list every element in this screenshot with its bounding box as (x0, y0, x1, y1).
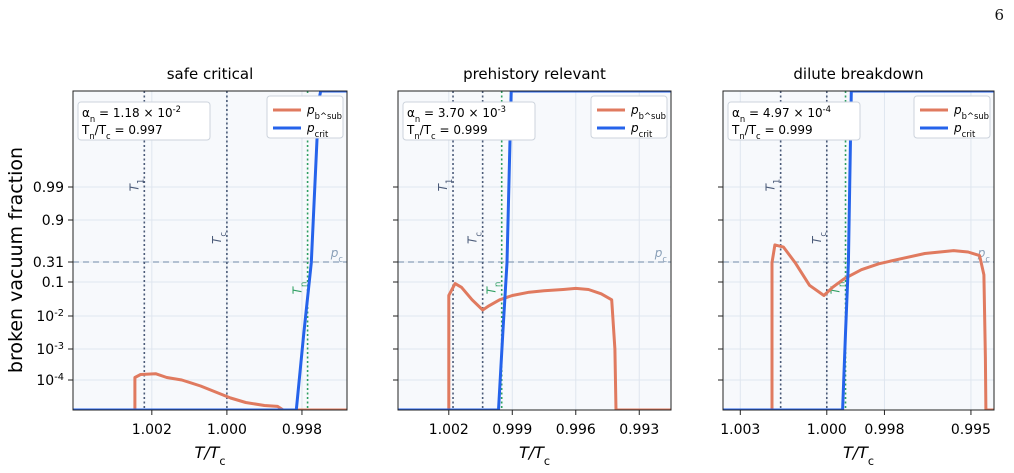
series-p-sub (723, 243, 994, 410)
series-p-crit (398, 91, 671, 410)
vline-label: Tn (291, 282, 309, 295)
x-tick-label: 0.998 (864, 422, 904, 438)
vline-label: Tc (810, 232, 828, 244)
y-tick-label: 0.31 (33, 255, 64, 271)
legend-label-crit: pcrit (953, 121, 976, 139)
series-p-crit (723, 91, 994, 410)
series-group (73, 91, 347, 410)
ratio-label: Tn/Tc = 0.999 (731, 123, 813, 141)
x-tick-label: 0.996 (556, 422, 596, 438)
series-group (398, 91, 671, 410)
x-tick-label: 1.002 (132, 422, 172, 438)
legend-label-sub: pb^sub (306, 103, 342, 121)
y-tick-label: 0.9 (42, 213, 64, 229)
x-tick-label: 1.000 (207, 422, 247, 438)
ratio-label: Tn/Tc = 0.997 (81, 123, 163, 141)
x-tick-label: 0.998 (282, 422, 322, 438)
x-axis-label: T/Tc (519, 443, 550, 468)
alpha-label: αn = 4.97 × 10-4 (732, 104, 831, 124)
x-tick-label: 0.995 (951, 422, 991, 438)
panel-1: pc T1 Tc Tn 10-4 10-3 10-2 0.1 0.31 0.9 0.99 1.002 1… (33, 65, 348, 468)
info-box (77, 101, 211, 141)
y-tick-label: 10-4 (36, 372, 64, 390)
panel-title: dilute breakdown (793, 65, 923, 83)
series-p-crit (73, 91, 347, 410)
y-tick-label: 10-2 (36, 308, 64, 326)
y-axis-label: broken vacuum fraction (5, 147, 27, 373)
vline-label: Tc (466, 232, 484, 244)
vline-label: Tn (829, 282, 847, 295)
pc-label: pc (654, 246, 668, 264)
x-axis-label: T/Tc (194, 443, 225, 468)
series-group (723, 91, 994, 410)
y-tick-label: 0.1 (42, 275, 64, 291)
legend-label-sub: pb^sub (953, 103, 989, 121)
vline-label: T1 (127, 179, 145, 192)
series-p-sub (398, 282, 671, 410)
legend-label-crit: pcrit (630, 121, 653, 139)
page-number: 6 (994, 6, 1004, 24)
series-p-sub (73, 372, 347, 410)
panel-2: pc T1 Tc Tn 1.002 0.999 0.996 0.993 prehistory r… (393, 65, 672, 468)
legend-label-sub: pb^sub (630, 103, 666, 121)
info-box (727, 101, 861, 141)
x-axis-label: T/Tc (843, 443, 874, 468)
x-tick-label: 0.993 (619, 422, 659, 438)
x-tick-label: 0.999 (492, 422, 532, 438)
vline-label: T1 (436, 179, 454, 192)
vline-label: Tn (485, 282, 503, 295)
panel-3: pc T1 Tc Tn 1.003 1.000 0.998 0.995 dilute break… (718, 65, 995, 468)
axes-frame (72, 90, 348, 411)
axes-frame (397, 90, 672, 411)
legend-label-crit: pcrit (306, 121, 329, 139)
info-box (402, 101, 536, 141)
alpha-label: αn = 3.70 × 10-3 (407, 104, 506, 124)
pc-label: pc (977, 246, 991, 264)
alpha-label: αn = 1.18 × 10-2 (82, 104, 181, 124)
y-tick-label: 0.99 (33, 180, 64, 196)
y-tick-label: 10-3 (36, 341, 64, 359)
axes-frame (722, 90, 995, 411)
panel-title: prehistory relevant (463, 65, 606, 83)
pc-label: pc (330, 246, 344, 264)
plot-area (398, 91, 671, 410)
x-tick-label: 1.000 (807, 422, 847, 438)
ratio-label: Tn/Tc = 0.999 (406, 123, 488, 141)
panel-title: safe critical (167, 65, 254, 83)
vline-label: T1 (764, 179, 782, 192)
vline-label: Tc (210, 232, 228, 244)
x-tick-label: 1.002 (429, 422, 469, 438)
x-tick-label: 1.003 (720, 422, 760, 438)
